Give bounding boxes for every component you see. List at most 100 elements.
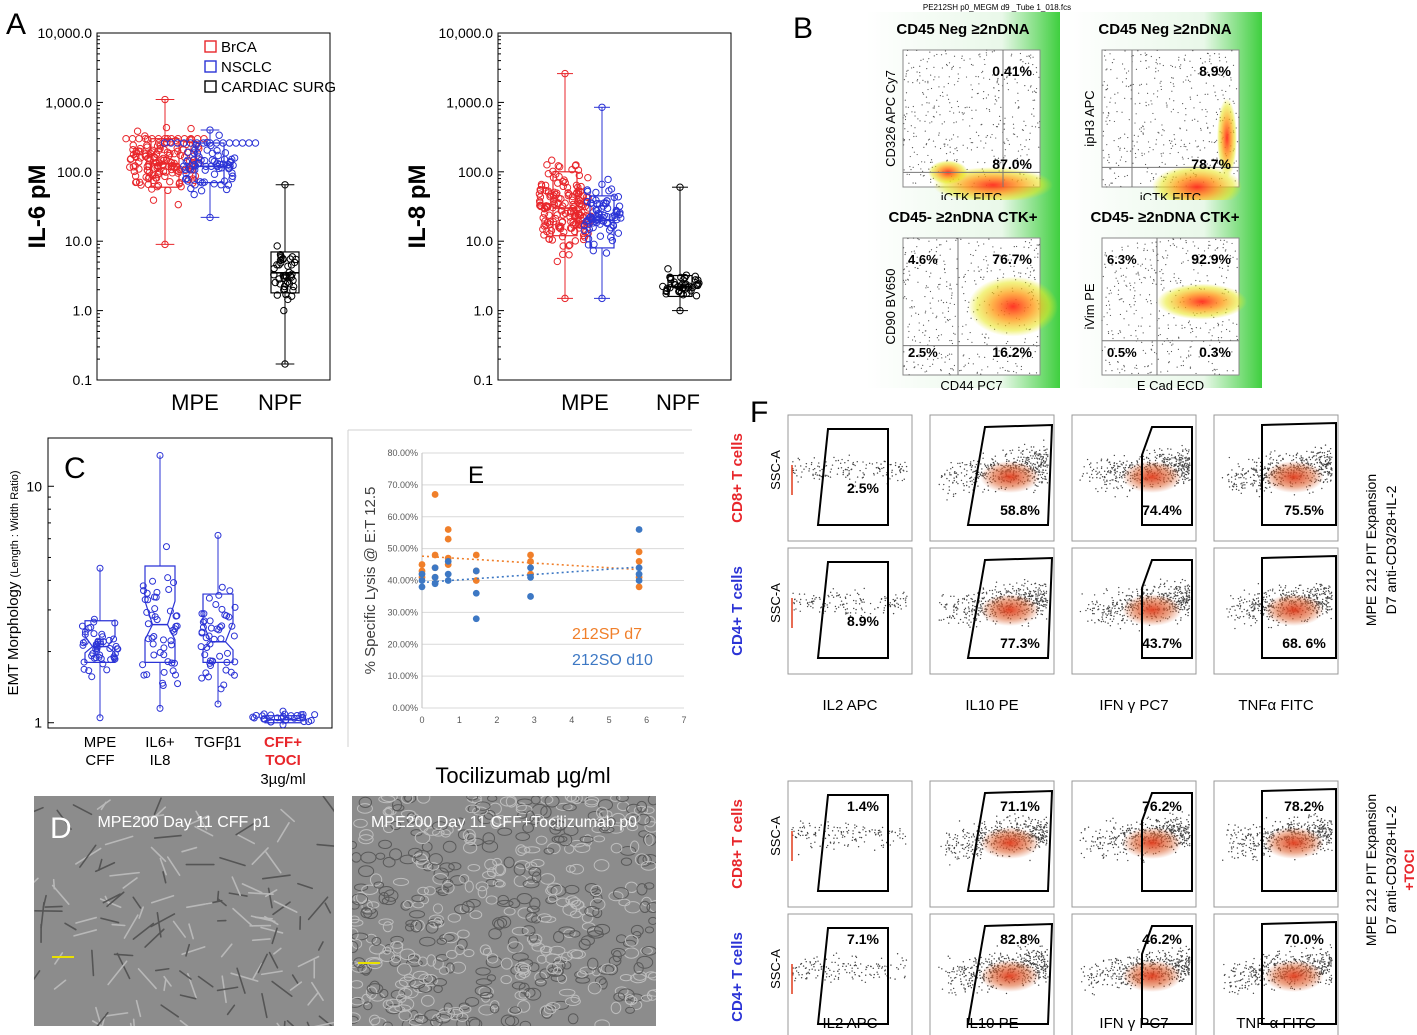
event-dot [1110, 69, 1112, 71]
y-tick-label: 40.00% [387, 576, 418, 586]
event-dot [898, 465, 900, 468]
event-dot [1107, 331, 1110, 333]
event-dot [949, 284, 951, 286]
event-dot [1150, 121, 1152, 123]
event-dot [885, 474, 888, 476]
event-dot [1089, 480, 1091, 482]
cell-shape [592, 892, 603, 904]
event-dot [977, 485, 979, 487]
event-dot [928, 102, 930, 104]
event-dot [824, 474, 826, 477]
event-dot [1028, 148, 1030, 150]
event-dot [1137, 263, 1139, 265]
event-dot [1111, 330, 1113, 332]
event-dot [915, 182, 917, 184]
event-dot [1146, 54, 1148, 56]
event-dot [1117, 92, 1119, 94]
event-dot [903, 478, 905, 480]
data-point [536, 186, 544, 194]
event-dot [971, 109, 973, 111]
event-dot [1105, 370, 1107, 372]
event-dot [1036, 335, 1039, 338]
data-point [472, 551, 480, 559]
cell-shape [267, 887, 273, 909]
cell-shape [586, 925, 604, 937]
event-dot [1042, 469, 1044, 471]
event-dot [1124, 352, 1126, 355]
event-dot [998, 350, 1000, 352]
lysis-chart: 0.00%10.00%20.00%30.00%40.00%50.00%60.00… [347, 429, 692, 788]
cell-shape [465, 804, 480, 814]
event-dot [938, 244, 941, 246]
event-dot [944, 271, 946, 274]
event-dot [1295, 456, 1297, 459]
event-dot [1032, 99, 1034, 101]
event-dot [926, 102, 928, 104]
event-dot [1103, 479, 1105, 481]
event-dot [1206, 122, 1208, 124]
event-dot [1178, 460, 1180, 462]
event-dot [1185, 114, 1187, 116]
event-dot [1034, 126, 1037, 128]
event-dot [854, 485, 856, 487]
event-dot [1113, 120, 1116, 123]
event-dot [964, 299, 966, 302]
event-dot [1034, 453, 1036, 455]
event-dot [1035, 247, 1037, 249]
event-dot [1106, 106, 1108, 108]
event-dot [951, 292, 953, 294]
data-point [604, 175, 612, 184]
event-dot [911, 306, 913, 308]
event-dot [1142, 332, 1144, 334]
event-dot [1139, 456, 1141, 458]
event-dot [1233, 172, 1235, 175]
event-dot [1320, 455, 1323, 458]
data-point [180, 162, 188, 170]
cell-shape [373, 881, 385, 889]
event-dot [1113, 140, 1115, 142]
cell-shape [411, 853, 429, 865]
event-dot [1008, 370, 1010, 372]
cell-shape [633, 970, 647, 981]
event-dot [994, 490, 997, 493]
cell-shape [622, 939, 637, 948]
event-dot [1097, 472, 1099, 474]
event-dot [1041, 458, 1044, 460]
event-dot [975, 463, 978, 466]
micrograph-cff-toci: MPE200 Day 11 CFF+Tocilizumab p0 [352, 796, 656, 1026]
event-dot [1212, 351, 1214, 354]
cell-shape [449, 875, 466, 886]
y-tick-label: 80.00% [387, 448, 418, 458]
event-dot [958, 77, 960, 80]
event-dot [951, 138, 953, 140]
event-dot [953, 303, 956, 306]
event-dot [1178, 56, 1180, 58]
event-dot [1186, 149, 1188, 151]
event-dot [957, 105, 960, 108]
event-dot [1154, 272, 1157, 274]
cell-shape [549, 819, 567, 831]
event-dot [1245, 478, 1247, 480]
cell-shape [593, 859, 610, 872]
data-point [227, 668, 235, 676]
event-dot [1175, 460, 1178, 463]
event-dot [1194, 245, 1196, 247]
box [195, 142, 225, 184]
quadrant-ur: 92.9% [1191, 251, 1231, 267]
event-dot [1185, 457, 1187, 459]
data-point [544, 170, 553, 178]
data-point [135, 134, 143, 143]
event-dot [1189, 60, 1191, 62]
cell-shape [646, 901, 656, 914]
cell-shape [389, 848, 403, 861]
event-dot [954, 470, 956, 473]
event-dot [1207, 93, 1209, 95]
event-dot [935, 328, 938, 331]
event-dot [986, 343, 988, 345]
event-dot [908, 139, 911, 141]
event-dot [1134, 290, 1136, 292]
event-dot [1186, 467, 1189, 470]
event-dot [979, 56, 981, 58]
event-dot [1124, 133, 1126, 135]
event-dot [1134, 282, 1136, 284]
